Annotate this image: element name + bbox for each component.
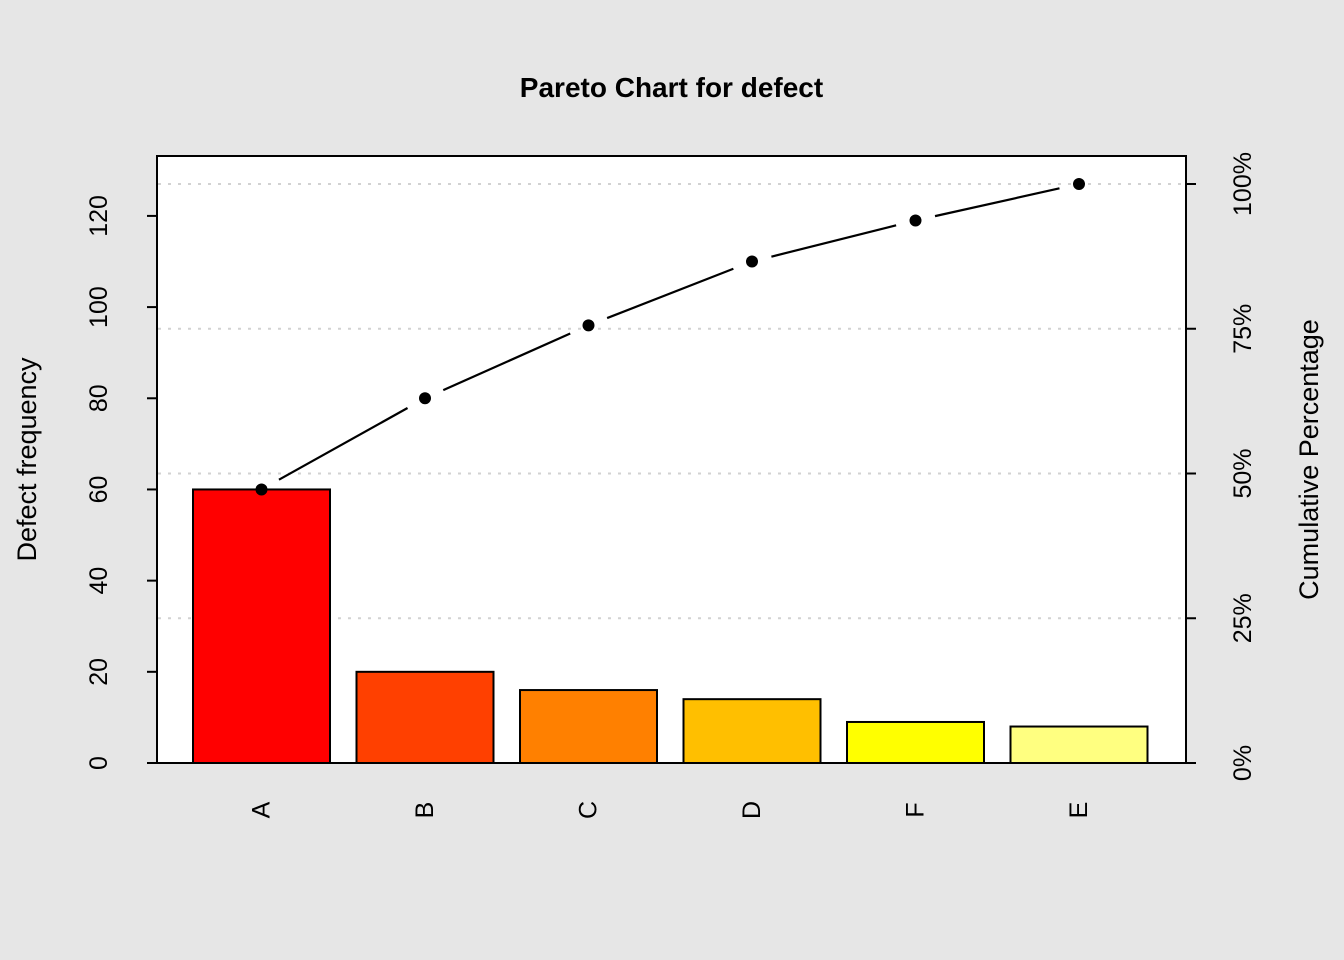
cumulative-line-segment — [442, 332, 571, 392]
x-axis-category-label: E — [1065, 802, 1093, 819]
left-axis-tick-label: 100 — [85, 286, 113, 328]
cumulative-point-C — [582, 319, 595, 332]
left-axis-tick-label: 120 — [85, 195, 113, 237]
x-axis-category-label: A — [248, 801, 276, 818]
cumulative-point-D — [746, 255, 758, 268]
cumulative-line-segment — [278, 407, 409, 481]
y-axis-title-left: Defect frequency — [12, 357, 42, 562]
right-axis-tick-label: 100% — [1229, 152, 1257, 216]
bar-C — [519, 689, 658, 764]
left-axis-tick-label: 40 — [85, 567, 113, 595]
right-axis-tick-label: 75% — [1229, 304, 1257, 354]
left-axis-tick-label: 20 — [85, 658, 113, 686]
x-axis-category-label: B — [411, 802, 439, 819]
left-axis-tick-label: 60 — [85, 476, 113, 504]
x-axis-category-label: D — [738, 801, 766, 819]
cumulative-line-segment — [606, 267, 734, 320]
bar-F — [846, 720, 985, 764]
cumulative-line-segment — [934, 187, 1060, 218]
cumulative-point-E — [1073, 178, 1085, 190]
right-axis-tick-label: 25% — [1229, 593, 1257, 643]
right-axis-tick-label: 50% — [1229, 448, 1257, 498]
cumulative-line-segment — [771, 224, 897, 258]
y-axis-title-right: Cumulative Percentage — [1294, 319, 1324, 600]
cumulative-point-A — [255, 483, 268, 496]
cumulative-point-B — [419, 392, 431, 405]
cumulative-point-F — [909, 214, 922, 227]
x-axis-category-label: F — [902, 802, 930, 817]
bar-D — [682, 698, 822, 764]
left-axis-tick-label: 0 — [85, 756, 113, 770]
chart-title: Pareto Chart for defect — [520, 72, 823, 103]
bar-B — [355, 670, 495, 765]
bar-E — [1009, 725, 1149, 765]
right-axis-tick-label: 0% — [1229, 745, 1257, 781]
x-axis-category-label: C — [575, 801, 603, 819]
plot-frame — [156, 155, 1187, 764]
bar-A — [192, 488, 331, 764]
left-axis-tick-label: 80 — [85, 384, 113, 412]
